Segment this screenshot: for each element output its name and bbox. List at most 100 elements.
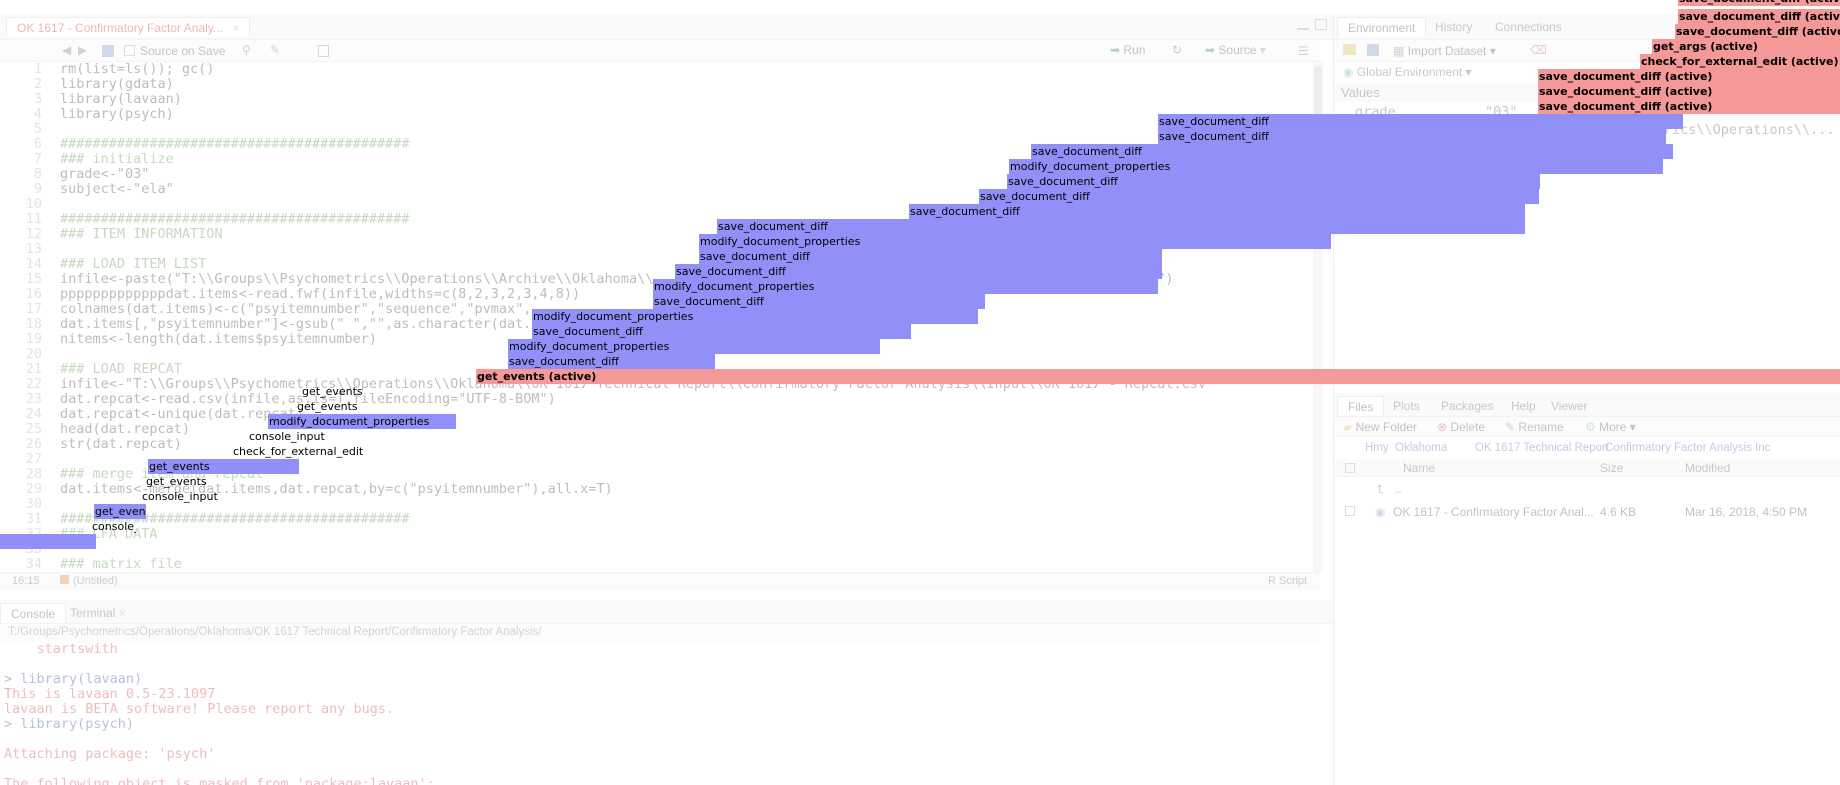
code-line[interactable]: library(gdata) [60,76,174,92]
file-row[interactable]: ◉ OK 1617 - Confirmatory Factor Anal... … [1335,502,1840,522]
broom-icon[interactable]: ⌫ [1530,43,1547,57]
flame-frame[interactable]: get_events (active) [476,369,1840,384]
flame-frame[interactable]: save_document_diff [717,219,1525,234]
source-on-save-checkbox[interactable] [124,45,135,56]
tab-environment[interactable]: Environment [1337,17,1427,37]
flame-frame[interactable] [0,534,96,549]
flame-frame[interactable]: get_events [297,400,358,413]
back-arrow-icon[interactable]: ◀ [62,43,72,57]
tab-terminal[interactable]: Terminal × [70,606,126,620]
breadcrumb-item[interactable]: Oklahoma [1395,442,1448,454]
code-line[interactable]: ########################################… [60,136,410,152]
code-line[interactable]: rm(list=ls()); gc() [60,62,215,77]
breadcrumb-item[interactable]: Hmy [1365,442,1389,454]
breadcrumb-item[interactable]: OK 1617 Technical Report [1475,442,1610,454]
flame-frame[interactable]: save_document_diff [1158,129,1666,144]
code-line[interactable]: ### matrix file [60,556,182,572]
code-line[interactable]: library(psych) [60,106,174,122]
code-line[interactable]: pppppppppppppdat.items<-read.fwf(infile,… [60,286,581,302]
flame-frame[interactable]: save_document_diff (active) [1538,69,1840,84]
delete-button[interactable]: ⊗ Delete [1437,420,1485,434]
flame-frame[interactable]: save_document_diff (active) [1538,84,1840,99]
code-line[interactable]: dat.items<-merge(dat.items,dat.repcat,by… [60,481,613,497]
flame-frame[interactable]: check_for_external_edit (active) [1640,54,1840,69]
run-button[interactable]: ➡ Run [1110,43,1146,57]
save-workspace-icon[interactable] [1367,44,1379,56]
flame-frame[interactable]: save_document_diff [653,294,985,309]
code-line[interactable]: dat.repcat<-read.csv(infile,as.is=T,file… [60,391,556,407]
tab-plots[interactable]: Plots [1393,399,1420,413]
rerun-icon[interactable]: ↻ [1172,43,1183,57]
scope-indicator[interactable]: (Untitled) [60,575,118,587]
files-up-row[interactable]: ⮤ .. [1335,480,1840,500]
file-name[interactable]: OK 1617 - Confirmatory Factor Anal... [1393,505,1594,519]
code-line[interactable]: grade<-"03" [60,166,150,182]
select-all-checkbox[interactable] [1345,463,1355,473]
code-line[interactable]: library(lavaan) [60,91,182,107]
close-icon[interactable]: × [232,21,240,35]
flame-frame[interactable]: modify_document_properties [508,339,880,354]
tab-history[interactable]: History [1435,20,1473,34]
code-line[interactable]: subject<-"ela" [60,181,174,197]
code-line[interactable]: ########################################… [60,211,410,227]
console-output[interactable]: startswith > library(lavaan) This is lavaa… [0,642,1310,785]
tab-files[interactable]: Files [1337,396,1385,416]
console-working-directory[interactable]: T:/Groups/Psychometrics/Operations/Oklah… [8,626,542,638]
flame-frame[interactable]: get_args (active) [1652,39,1840,54]
file-type[interactable]: R Script [1268,575,1308,587]
flame-frame[interactable]: get_events [146,475,207,488]
flame-frame[interactable]: save_document_diff [1158,114,1683,129]
tab-help[interactable]: Help [1511,399,1536,413]
column-size[interactable]: Size [1600,461,1624,475]
flame-frame[interactable]: console_input [249,430,325,443]
flame-frame[interactable]: save_document_diff [508,354,715,369]
search-icon[interactable]: ⚲ [242,43,251,57]
flame-frame[interactable]: save_document_diff (active) [1538,99,1840,114]
flame-frame[interactable]: console_input [92,520,136,533]
minimize-icon[interactable] [1297,20,1309,30]
code-line[interactable]: ### LOAD REPCAT [60,361,182,377]
flame-frame[interactable]: save_document_diff [1031,144,1673,159]
flame-frame[interactable]: modify_document_properties [1009,159,1663,174]
save-icon[interactable] [102,45,114,57]
pane-divider[interactable] [1333,14,1334,785]
flame-frame[interactable]: save_document_diff [979,189,1539,204]
code-line[interactable]: nitems<-length(dat.items$psyitemnumber) [60,331,377,347]
flame-frame[interactable]: save_document_diff [1007,174,1540,189]
flame-frame[interactable]: get_events [302,385,363,398]
tab-console[interactable]: Console [0,603,67,623]
editor-file-tab[interactable]: OK 1617 - Confirmatory Factor Analy... × [6,17,251,37]
code-line[interactable]: colnames(dat.items)<-c("psyitemnumber","… [60,301,532,317]
flame-frame[interactable]: modify_document_properties [699,234,1331,249]
flame-frame[interactable]: save_document_diff [675,264,1162,279]
flame-frame[interactable]: check_for_external_edit [233,445,364,458]
flame-frame[interactable]: modify_document_properties [532,309,978,324]
tab-packages[interactable]: Packages [1441,399,1494,413]
code-line[interactable]: ########################################… [60,511,410,527]
rename-button[interactable]: ✎ Rename [1505,420,1564,434]
code-line[interactable]: str(dat.repcat) [60,436,182,452]
flame-frame[interactable]: modify_document_properties [653,279,1158,294]
maximize-icon[interactable] [1315,19,1327,30]
flame-frame[interactable]: save_document_diff [699,249,1162,264]
column-name[interactable]: Name [1403,461,1436,475]
flame-frame[interactable]: get_events [148,459,299,474]
flame-frame[interactable]: save_document_diff [532,324,911,339]
flame-frame[interactable]: console_input [142,490,218,503]
code-line[interactable]: head(dat.repcat) [60,421,191,437]
compile-report-icon[interactable] [318,45,329,57]
column-modified[interactable]: Modified [1685,461,1731,475]
new-folder-button[interactable]: ▰ New Folder [1343,420,1417,434]
load-workspace-icon[interactable] [1343,44,1356,55]
more-button[interactable]: ⚙ More ▾ [1585,420,1636,434]
global-environment-dropdown[interactable]: ◉ Global Environment ▾ [1343,65,1472,79]
wand-icon[interactable]: ✎ [270,43,281,57]
code-line[interactable]: ### initialize [60,151,174,167]
import-dataset-button[interactable]: ▦ Import Dataset ▾ [1393,44,1496,58]
breadcrumb-item[interactable]: Inc [1755,442,1771,454]
flame-frame[interactable]: save_document_diff (active) [1675,24,1840,39]
tab-connections[interactable]: Connections [1495,20,1562,34]
row-checkbox[interactable] [1345,506,1355,516]
outline-icon[interactable]: ☰ [1298,44,1309,58]
code-line[interactable]: dat.repcat<-unique(dat.repcat) [60,406,304,422]
